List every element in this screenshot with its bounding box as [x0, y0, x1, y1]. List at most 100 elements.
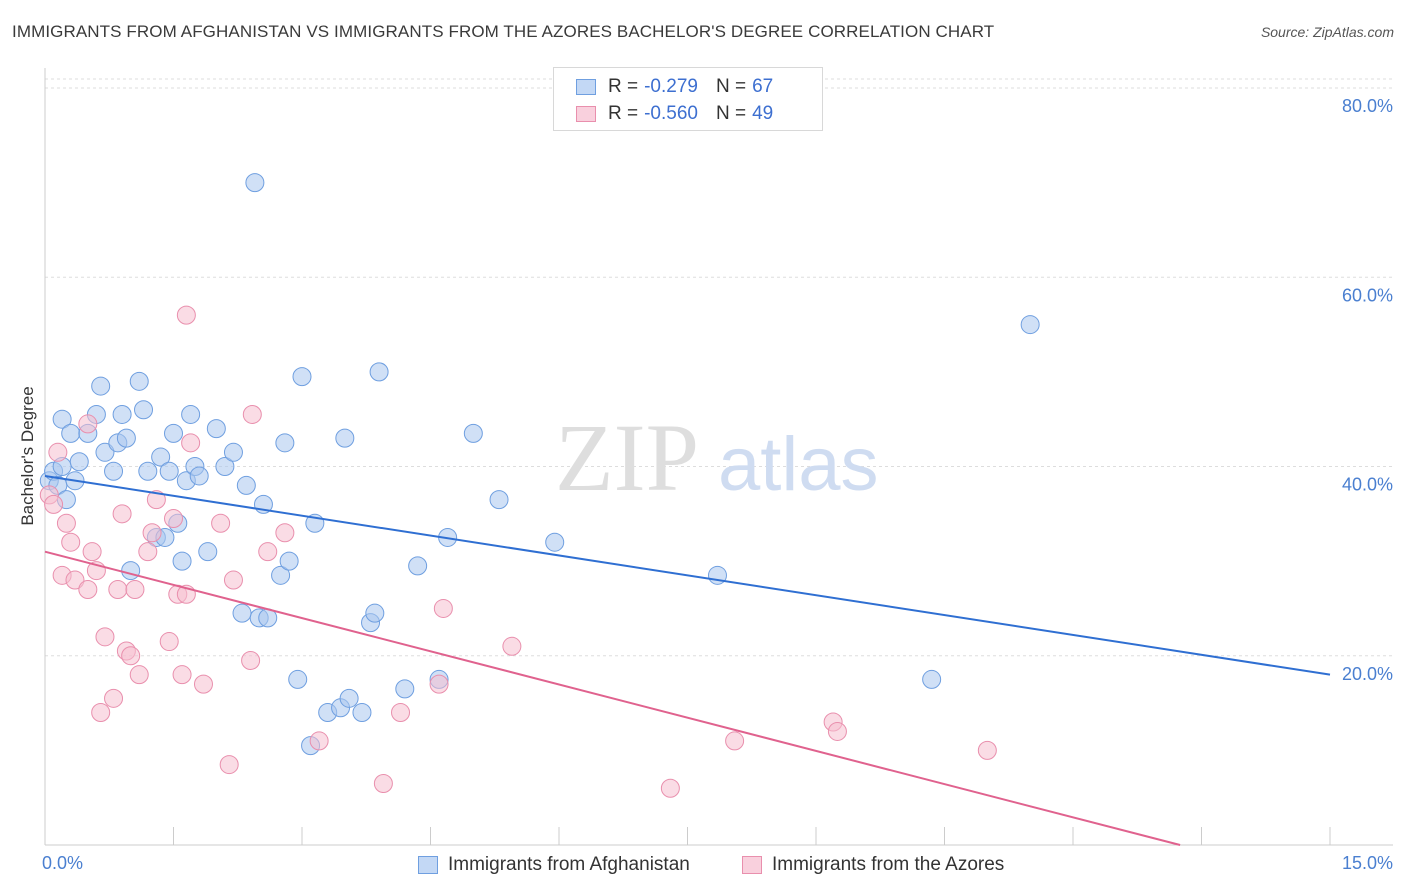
data-point-azores — [146, 490, 166, 510]
data-point-azores — [433, 598, 453, 618]
data-point-afghanistan — [223, 442, 243, 462]
legend-swatch-pink — [742, 856, 762, 874]
chart-title: IMMIGRANTS FROM AFGHANISTAN VS IMMIGRANT… — [12, 22, 995, 41]
data-point-azores — [95, 627, 115, 647]
data-point-afghanistan — [61, 423, 81, 443]
legend-n-label: N = — [715, 103, 747, 124]
data-point-azores — [142, 523, 162, 543]
data-point-azores — [977, 740, 997, 760]
data-point-afghanistan — [275, 433, 295, 453]
series-azores-points — [39, 305, 997, 798]
data-point-azores — [78, 414, 98, 434]
legend-row-afghanistan: R = -0.279 N = 67 — [576, 75, 773, 99]
data-point-azores — [391, 703, 411, 723]
legend-row-azores: R = -0.560 N = 49 — [576, 102, 773, 126]
data-point-afghanistan — [129, 371, 149, 391]
data-point-azores — [44, 494, 64, 514]
legend-item-afghanistan: Immigrants from Afghanistan — [418, 852, 690, 878]
data-point-azores — [125, 580, 145, 600]
tick-labels: 20.0% 40.0% 60.0% 80.0% 0.0% 15.0% — [42, 96, 1393, 873]
data-point-afghanistan — [1020, 315, 1040, 335]
data-point-afghanistan — [181, 404, 201, 424]
data-point-azores — [82, 542, 102, 562]
watermark: ZIP atlas — [555, 404, 879, 511]
data-point-azores — [219, 755, 239, 775]
data-point-afghanistan — [52, 409, 72, 429]
data-point-azores — [112, 504, 132, 524]
legend-r-label: R = — [608, 103, 639, 124]
series-afghanistan-points — [39, 173, 1040, 756]
axes — [44, 68, 1393, 846]
data-point-afghanistan — [206, 419, 226, 439]
data-point-azores — [193, 674, 213, 694]
legend-label-afghanistan: Immigrants from Afghanistan — [448, 854, 690, 875]
data-point-afghanistan — [134, 400, 154, 420]
source-credit: Source: ZipAtlas.com — [1260, 24, 1394, 40]
x-tick-label-max: 15.0% — [1342, 853, 1393, 873]
data-point-afghanistan — [138, 461, 158, 481]
data-point-azores — [172, 665, 192, 685]
data-point-afghanistan — [395, 679, 415, 699]
data-point-afghanistan — [245, 173, 265, 193]
data-point-azores — [827, 721, 847, 741]
data-point-afghanistan — [335, 428, 355, 448]
data-point-afghanistan — [151, 447, 171, 467]
data-point-afghanistan — [271, 565, 291, 585]
data-point-azores — [176, 305, 196, 325]
data-point-afghanistan — [545, 532, 565, 552]
y-tick-label: 20.0% — [1342, 664, 1393, 684]
data-point-afghanistan — [104, 461, 124, 481]
legend-n-value: 49 — [752, 103, 774, 124]
data-point-azores — [429, 674, 449, 694]
x-tick-label-min: 0.0% — [42, 853, 83, 873]
data-point-afghanistan — [121, 561, 141, 581]
legend-item-azores: Immigrants from the Azores — [742, 852, 1004, 878]
data-point-azores — [65, 570, 85, 590]
data-point-azores — [164, 509, 183, 529]
data-point-azores — [211, 513, 231, 533]
data-point-afghanistan — [198, 542, 218, 562]
data-point-afghanistan — [172, 551, 192, 571]
y-axis-label: Bachelor's Degree — [18, 386, 37, 525]
legend-n-value: 67 — [752, 76, 774, 97]
data-point-azores — [159, 632, 179, 652]
watermark-atlas: atlas — [718, 422, 879, 507]
legend-swatch-blue — [576, 79, 596, 95]
legend-n-label: N = — [715, 76, 747, 97]
data-point-afghanistan — [288, 669, 308, 689]
data-point-afghanistan — [116, 428, 136, 448]
data-point-azores — [104, 688, 124, 708]
data-point-azores — [242, 404, 262, 424]
data-point-azores — [48, 442, 68, 462]
data-point-afghanistan — [215, 457, 235, 476]
data-point-afghanistan — [189, 466, 209, 486]
legend-label-azores: Immigrants from the Azores — [772, 854, 1005, 875]
data-point-azores — [138, 542, 158, 562]
legend-swatch-blue — [418, 856, 438, 874]
data-point-azores — [56, 513, 76, 533]
data-point-afghanistan — [922, 669, 942, 689]
y-tick-label: 40.0% — [1342, 475, 1393, 495]
data-point-afghanistan — [489, 490, 509, 510]
y-tick-label: 60.0% — [1342, 285, 1393, 305]
data-point-afghanistan — [352, 703, 372, 723]
data-point-afghanistan — [408, 556, 428, 576]
data-point-afghanistan — [69, 452, 89, 472]
data-point-afghanistan — [232, 603, 252, 623]
data-point-azores — [223, 570, 243, 590]
data-point-afghanistan — [292, 367, 312, 387]
data-point-azores — [502, 636, 522, 656]
data-point-azores — [78, 580, 98, 600]
data-point-azores — [241, 650, 261, 670]
watermark-zip: ZIP — [555, 404, 699, 511]
data-point-azores — [61, 532, 81, 552]
trend-lines — [44, 474, 1331, 846]
data-point-afghanistan — [159, 461, 179, 481]
data-point-azores — [725, 731, 745, 751]
data-point-afghanistan — [279, 551, 299, 571]
legend-r-value: -0.560 — [644, 103, 698, 124]
data-point-azores — [275, 523, 295, 543]
data-point-azores — [373, 773, 393, 793]
data-point-afghanistan — [164, 423, 183, 443]
